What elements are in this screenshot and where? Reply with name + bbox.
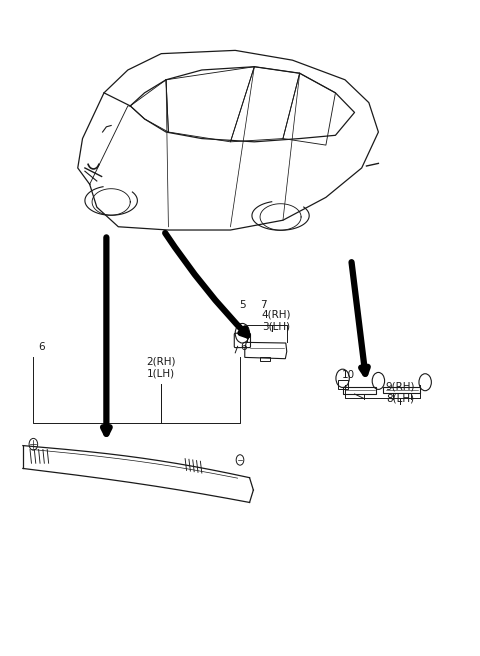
Text: 4(RH)
3(LH): 4(RH) 3(LH) xyxy=(261,310,290,331)
Text: 9(RH)
8(LH): 9(RH) 8(LH) xyxy=(385,382,415,403)
Text: 2(RH)
1(LH): 2(RH) 1(LH) xyxy=(146,357,176,379)
Text: 7: 7 xyxy=(261,300,267,310)
Bar xyxy=(260,357,270,361)
Text: 10: 10 xyxy=(342,370,355,380)
Text: 6: 6 xyxy=(240,342,247,352)
Text: 6: 6 xyxy=(39,342,45,352)
Text: 5: 5 xyxy=(239,300,246,310)
